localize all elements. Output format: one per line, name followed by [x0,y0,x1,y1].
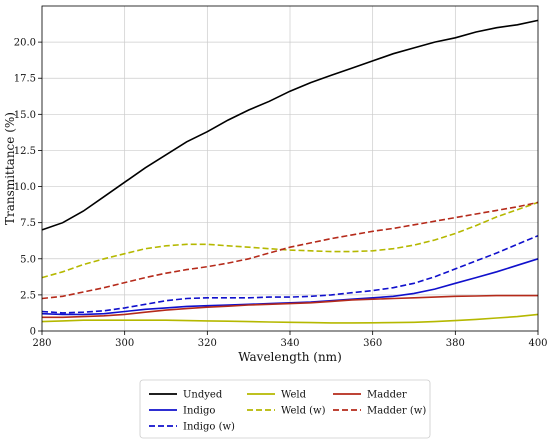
y-axis-title: Transmittance (%) [3,112,17,225]
legend-label: Indigo [183,406,215,417]
legend-label: Weld (w) [281,406,326,417]
y-tick-label: 2.5 [20,290,36,301]
legend-label: Indigo (w) [183,422,235,433]
series-lines [41,19,539,324]
x-tick-label: 300 [115,338,134,349]
series-line-3 [41,313,539,324]
x-tick-label: 340 [280,338,299,349]
axis-ticks: 280 300 320 340 360 380 400 0 2.5 5.0 7.5 10.0 12.5 1… [14,38,548,349]
x-tick-label: 360 [363,338,382,349]
legend-label: Undyed [183,390,223,401]
y-tick-label: 15.0 [14,110,36,121]
y-tick-label: 10.0 [14,182,36,193]
y-tick-label: 7.5 [20,218,36,229]
grid [41,6,539,332]
x-tick-label: 380 [446,338,465,349]
legend-label: Weld [281,390,307,401]
x-axis-title: Wavelength (nm) [238,350,342,364]
y-tick-label: 5.0 [20,254,36,265]
y-tick-label: 20.0 [14,38,36,49]
series-line-0 [41,19,539,231]
y-tick-label: 12.5 [14,146,36,157]
legend: Undyed Weld Madder Indigo Weld (w) Indigo (w)… [139,379,431,439]
x-tick-label: 400 [528,338,547,349]
legend-label: Madder (w) [367,406,426,417]
series-line-4 [41,201,539,279]
series-line-6 [41,201,539,300]
series-line-2 [41,234,539,314]
x-tick-label: 280 [32,338,51,349]
series-line-5 [42,294,538,319]
y-tick-label: 0 [30,327,36,338]
y-tick-label: 17.5 [14,74,36,85]
x-tick-label: 320 [198,338,217,349]
legend-label: Madder [367,390,407,401]
